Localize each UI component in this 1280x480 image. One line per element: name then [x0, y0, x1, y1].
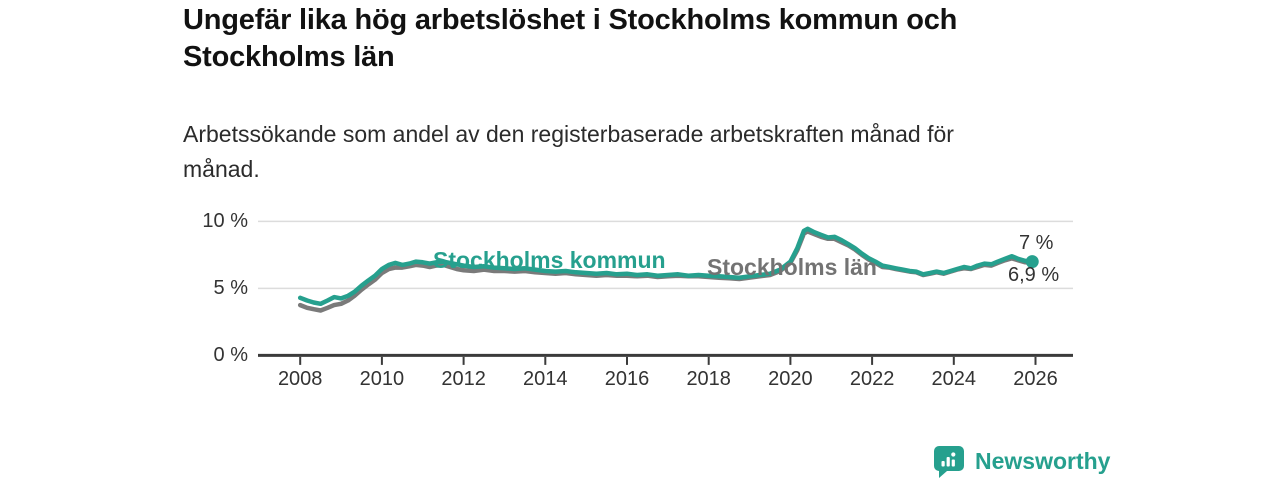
newsworthy-brand: Newsworthy	[932, 444, 1110, 478]
x-axis-tick-label: 2012	[441, 368, 486, 390]
x-axis-tick-label: 2024	[931, 368, 977, 390]
newsworthy-brand-text: Newsworthy	[975, 448, 1111, 474]
series-label-stockholms-kommun: Stockholms kommun	[433, 247, 666, 273]
x-axis-tick-label: 2014	[523, 368, 568, 390]
series-line-stockholms-kommun	[297, 226, 1035, 307]
y-axis-tick-label: 0 %	[213, 344, 248, 367]
chart-title-line-2: Stockholms län	[183, 41, 395, 73]
x-axis-tick-label: 2018	[686, 368, 731, 390]
chart-title: Ungefär lika hög arbetslöshet i Stockhol…	[183, 2, 1118, 76]
x-axis-tick-label: 2026	[1013, 368, 1058, 390]
x-axis-tick-label: 2010	[359, 368, 405, 390]
series-line-stockholms-l-n	[297, 229, 1035, 313]
x-axis-tick-label: 2008	[277, 368, 323, 390]
end-value-label-stockholms-kommun: 7 %	[1019, 232, 1054, 254]
end-value-label-stockholms-lan: 6,9 %	[1008, 264, 1060, 286]
x-axis-tick-label: 2016	[604, 368, 650, 390]
y-axis-tick-label: 5 %	[213, 277, 248, 300]
series-label-stockholms-lan: Stockholms län	[707, 254, 877, 280]
x-axis-tick-label: 2020	[768, 368, 813, 390]
newsworthy-chart-bubble-icon	[932, 444, 966, 478]
chart-subtitle-line-2: månad.	[183, 156, 260, 182]
x-axis-tick-label: 2022	[849, 368, 895, 390]
chart-title-line-1: Ungefär lika hög arbetslöshet i Stockhol…	[183, 4, 958, 36]
y-axis-tick-label: 10 %	[202, 210, 248, 233]
chart-subtitle-line-1: Arbetssökande som andel av den registerb…	[183, 121, 954, 147]
chart-subtitle: Arbetssökande som andel av den registerb…	[183, 117, 1053, 187]
series-end-dot-stockholms-kommun	[1025, 255, 1039, 269]
